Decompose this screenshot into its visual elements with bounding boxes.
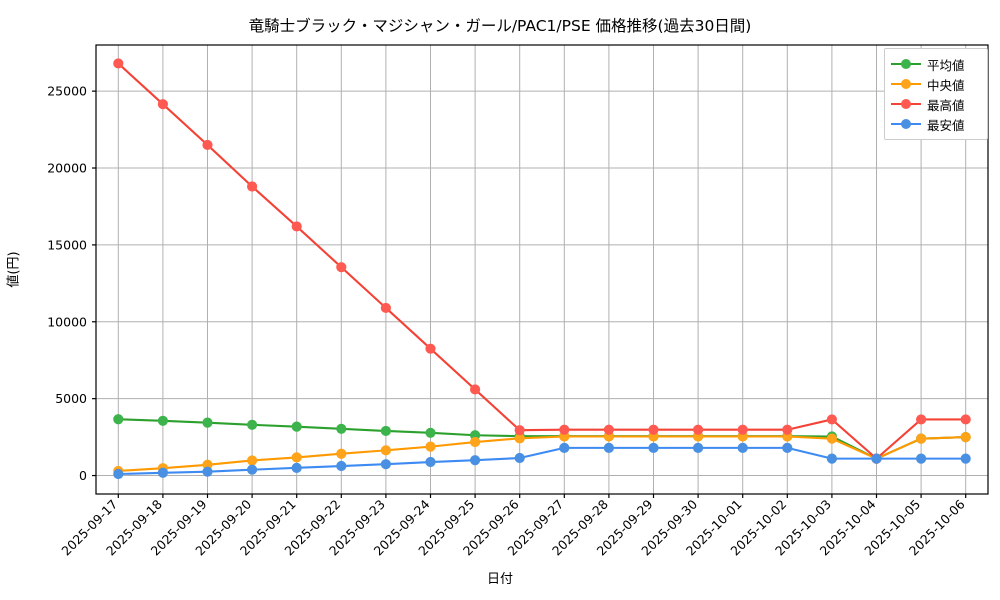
legend-label-average: 平均値 (927, 57, 965, 73)
axes-frame (92, 44, 989, 498)
legend-swatch-max-icon (891, 98, 921, 110)
series-0 (113, 414, 971, 464)
chart-legend: 平均値 中央値 最高値 最安値 (884, 48, 988, 140)
svg-text:10000: 10000 (47, 314, 87, 329)
legend-swatch-min-icon (891, 118, 921, 130)
legend-item-max: 最高値 (891, 94, 981, 114)
legend-label-median: 中央値 (927, 77, 965, 93)
y-tick-labels: 0 5000 10000 15000 20000 25000 (47, 84, 87, 483)
legend-swatch-median-icon (891, 78, 921, 90)
x-tick-labels: 2025-09-172025-09-182025-09-192025-09-20… (58, 496, 967, 558)
chart-title: 竜騎士ブラック・マジシャン・ガール/PAC1/PSE 価格推移(過去30日間) (248, 17, 752, 35)
legend-swatch-average-icon (891, 58, 921, 70)
series-2 (113, 58, 971, 464)
series-3 (113, 442, 971, 480)
svg-text:5000: 5000 (55, 391, 87, 406)
grid-lines (96, 45, 988, 494)
data-series (113, 58, 971, 480)
svg-text:20000: 20000 (47, 161, 87, 176)
legend-item-min: 最安値 (891, 114, 981, 134)
legend-item-median: 中央値 (891, 74, 981, 94)
legend-item-average: 平均値 (891, 54, 981, 74)
x-axis-title: 日付 (486, 572, 513, 587)
legend-label-min: 最安値 (927, 117, 965, 133)
svg-text:0: 0 (79, 468, 87, 483)
legend-label-max: 最高値 (927, 97, 965, 113)
svg-text:15000: 15000 (47, 237, 87, 252)
svg-text:25000: 25000 (47, 84, 87, 99)
